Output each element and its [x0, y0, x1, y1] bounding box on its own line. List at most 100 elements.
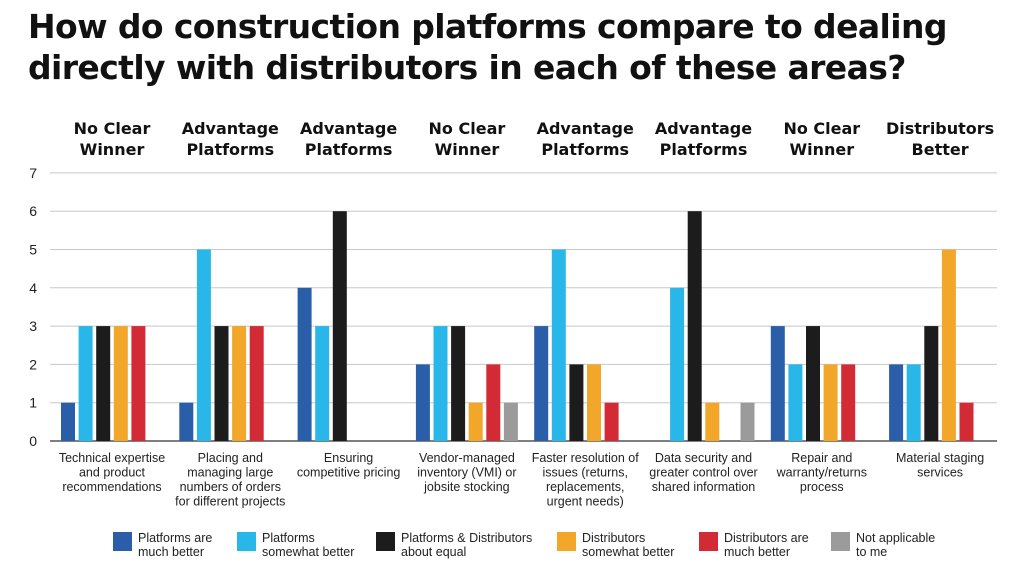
verdict-line: Advantage	[537, 119, 634, 138]
bars	[61, 211, 974, 441]
bar	[315, 326, 330, 441]
verdict-line: Winner	[789, 140, 854, 159]
category-label-line: jobsite stocking	[423, 480, 510, 494]
legend-label-line: to me	[856, 545, 887, 559]
bar	[486, 364, 501, 441]
bar	[131, 326, 146, 441]
legend-label-line: Distributors are	[724, 531, 809, 545]
category-label-line: managing large	[187, 466, 273, 480]
bar	[806, 326, 820, 441]
verdict-label: Advantage Platforms	[655, 119, 752, 159]
y-tick-label: 5	[29, 242, 37, 258]
category-label: Repair and warranty/returns process	[776, 451, 867, 494]
bar	[232, 326, 247, 441]
bar	[569, 364, 584, 441]
category-label-line: issues (returns,	[542, 466, 627, 480]
category-label-line: and product	[79, 466, 146, 480]
y-tick-label: 1	[29, 395, 37, 411]
verdict-label: No Clear Winner	[74, 119, 151, 159]
bar	[788, 364, 803, 441]
legend-swatch	[237, 532, 256, 551]
category-label: Vendor-managed inventory (VMI) or jobsite …	[417, 451, 516, 494]
bar	[687, 211, 702, 441]
x-axis-categories: Technical expertise and product recommenda…	[59, 451, 984, 509]
legend-label: Platforms are much better	[138, 531, 212, 559]
category-label: Technical expertise and product recommenda…	[59, 451, 165, 494]
bar	[924, 326, 939, 441]
legend-label-line: Platforms & Distributors	[401, 531, 532, 545]
legend-label: Distributors are much better	[724, 531, 809, 559]
bar	[705, 402, 720, 441]
verdict-label: No Clear Winner	[783, 119, 860, 159]
bar	[297, 287, 312, 441]
bar	[113, 326, 128, 441]
verdict-line: Platforms	[541, 140, 629, 159]
legend-label: Platforms somewhat better	[262, 531, 354, 559]
legend-swatch	[113, 532, 132, 551]
bar	[551, 249, 566, 441]
verdict-line: No Clear	[783, 119, 860, 138]
category-label-line: competitive pricing	[297, 466, 401, 480]
bar	[196, 249, 211, 441]
category-label-line: process	[800, 480, 844, 494]
category-label-line: replacements,	[546, 480, 625, 494]
bar	[604, 402, 619, 441]
bar	[249, 326, 264, 441]
category-label-line: Placing and	[198, 451, 263, 465]
y-tick-label: 2	[29, 356, 37, 372]
bar	[670, 287, 685, 441]
legend-label-line: Not applicable	[856, 531, 935, 545]
bar	[451, 326, 466, 441]
verdict-label: Advantage Platforms	[182, 119, 279, 159]
category-label-line: services	[917, 466, 963, 480]
legend-label: Distributors somewhat better	[582, 531, 674, 559]
legend-label-line: somewhat better	[262, 545, 354, 559]
bar	[61, 402, 75, 441]
category-label-line: urgent needs)	[547, 495, 624, 509]
legend-swatch	[376, 532, 395, 551]
verdict-line: No Clear	[74, 119, 151, 138]
legend-swatch	[831, 532, 850, 551]
legend-swatch	[557, 532, 576, 551]
legend-label-line: somewhat better	[582, 545, 674, 559]
category-label-line: numbers of orders	[180, 480, 281, 494]
y-tick-label: 0	[29, 433, 37, 449]
y-tick-label: 7	[29, 165, 37, 181]
verdict-line: Advantage	[182, 119, 279, 138]
bar	[214, 326, 229, 441]
category-label-line: recommendations	[62, 480, 161, 494]
verdict-line: Platforms	[186, 140, 274, 159]
category-label: Material staging services	[896, 451, 984, 480]
bar	[332, 211, 347, 441]
verdict-line: Advantage	[300, 119, 397, 138]
category-label-line: Repair and	[791, 451, 852, 465]
bar	[906, 364, 921, 441]
bar	[740, 402, 755, 441]
y-tick-label: 6	[29, 203, 37, 219]
bar	[534, 326, 549, 441]
verdict-line: Platforms	[660, 140, 748, 159]
legend-label-line: much better	[138, 545, 204, 559]
bar	[823, 364, 838, 441]
y-tick-label: 3	[29, 318, 37, 334]
category-label-line: Ensuring	[324, 451, 373, 465]
bar	[78, 326, 93, 441]
verdict-line: Winner	[80, 140, 145, 159]
chart-title: How do construction platforms compare to…	[28, 7, 947, 87]
legend-label-line: Distributors	[582, 531, 645, 545]
category-label-line: warranty/returns	[776, 466, 867, 480]
category-label: Ensuring competitive pricing	[297, 451, 401, 480]
verdict-label: Advantage Platforms	[537, 119, 634, 159]
verdict-line: Winner	[435, 140, 500, 159]
bar	[941, 249, 956, 441]
category-label-line: Data security and	[655, 451, 752, 465]
verdict-line: No Clear	[429, 119, 506, 138]
legend-label-line: about equal	[401, 545, 466, 559]
verdict-line: Distributors	[886, 119, 994, 138]
legend-label-line: Platforms	[262, 531, 315, 545]
bar	[96, 326, 111, 441]
legend-label-line: Platforms are	[138, 531, 212, 545]
category-label-line: shared information	[652, 480, 756, 494]
